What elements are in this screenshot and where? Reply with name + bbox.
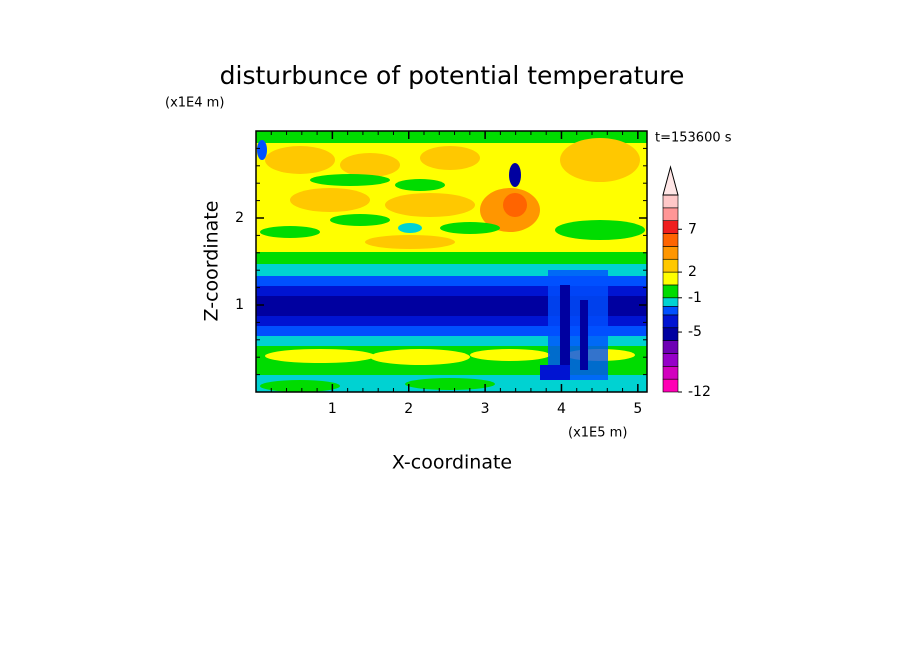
contour-fill [256,131,647,143]
contour-fill [548,270,608,380]
time-label: t=153600 s [655,131,732,146]
x-tick-label: 1 [328,401,337,417]
contour-fill [440,222,500,234]
x-unit: (x1E5 m) [568,426,627,441]
contour-fill [265,349,375,363]
contour-fill [560,285,570,375]
contour-fill [540,365,570,380]
colorbar-segment [662,327,679,341]
contour-fill [260,226,320,238]
colorbar-segment [662,207,679,221]
colorbar-extend [662,165,679,196]
y-tick-label: 2 [235,210,244,226]
contour-fill [385,193,475,217]
contour-fill [470,349,550,361]
contour-fill [365,235,455,249]
y-tick-label: 1 [235,297,244,313]
colorbar-segment [662,297,679,307]
colorbar-segment [662,271,679,286]
contour-fill [398,223,422,233]
plot-frame [255,130,648,393]
colorbar-segment [662,378,679,393]
contour-fill [256,336,647,346]
contour-fill [395,179,445,191]
y-axis-label: Z-coordinate [201,201,223,322]
colorbar-segment [662,314,679,329]
colorbar-tick-label: -12 [688,384,711,400]
colorbar-segment [662,284,679,299]
colorbar-segment [662,340,679,354]
contour-fill [256,326,647,336]
contour-fill [580,300,588,370]
colorbar-tick-label: 2 [688,264,697,280]
contour-fill [509,163,521,187]
contour-fill [555,220,645,240]
colorbar-segment [662,246,679,260]
chart-title: disturbunce of potential temperature [220,61,685,90]
contour-fill [405,378,495,390]
colorbar-segment [662,258,679,273]
colorbar-segment [662,306,679,316]
contour-fill [256,276,647,286]
colorbar-tick-label: 7 [688,221,697,237]
contour-fill [310,174,390,186]
contour-fill [257,140,267,160]
y-unit: (x1E4 m) [165,96,224,111]
contour-fill [290,188,370,212]
contour-fill [265,146,335,174]
colorbar-segment [662,233,679,247]
contour-fill [256,252,647,264]
contour-field [256,131,647,392]
x-tick-label: 2 [404,401,413,417]
colorbar-segment [662,353,679,367]
x-axis-label: X-coordinate [392,452,512,474]
x-tick-label: 5 [633,401,642,417]
colorbar-segment [662,194,679,209]
colorbar-segment [662,220,679,234]
contour-fill [420,146,480,170]
contour-fill [560,138,640,182]
contour-fill [370,349,470,365]
x-tick-label: 4 [557,401,566,417]
contour-fill [503,193,527,217]
contour-fill [260,380,340,392]
colorbar-tick-label: -1 [688,290,702,306]
x-tick-label: 3 [481,401,490,417]
colorbar-tick-label: -5 [688,324,702,340]
contour-fill [330,214,390,226]
colorbar-segment [662,366,679,380]
contour-fill [340,153,400,177]
